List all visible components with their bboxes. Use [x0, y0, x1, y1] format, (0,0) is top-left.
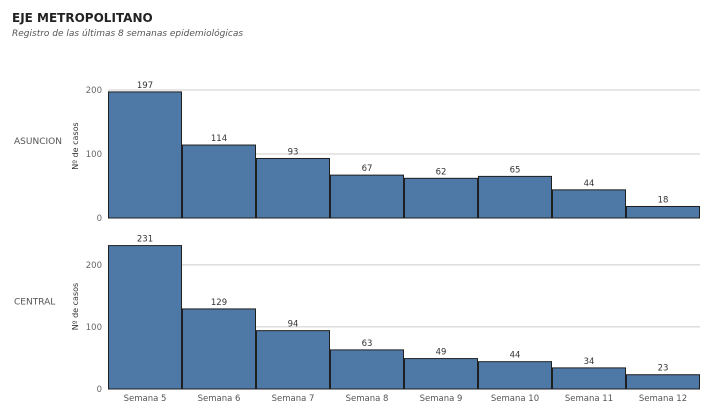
bar	[404, 177, 478, 219]
bar	[552, 189, 626, 219]
y-tick-label: 0	[97, 385, 102, 395]
bar-value-label: 129	[211, 298, 227, 308]
bar	[182, 308, 256, 390]
bar-value-label: 67	[362, 164, 373, 174]
x-tick-label: Semana 10	[491, 394, 539, 401]
bar	[552, 367, 626, 390]
bar	[256, 157, 330, 219]
bar-value-label: 93	[288, 147, 299, 157]
bar	[478, 361, 552, 390]
x-tick-label: Semana 9	[420, 394, 463, 401]
bar-value-label: 65	[510, 165, 521, 175]
bar	[404, 358, 478, 390]
bar-value-label: 231	[137, 235, 153, 245]
bar-value-label: 63	[362, 339, 373, 349]
bar-value-label: 18	[658, 195, 669, 205]
x-tick-label: Semana 5	[124, 394, 167, 401]
y-tick-label: 100	[86, 150, 102, 160]
chart-subtitle: Registro de las últimas 8 semanas epidem…	[12, 29, 244, 39]
row-label-asuncion: ASUNCION	[14, 137, 62, 147]
x-tick-label: Semana 7	[272, 394, 315, 401]
bar	[330, 349, 404, 390]
bar	[626, 205, 700, 219]
y-tick-label: 200	[86, 86, 102, 96]
bar-value-label: 94	[288, 320, 299, 330]
bar	[108, 245, 182, 390]
bar-value-label: 197	[137, 81, 153, 91]
chart-title: EJE METROPOLITANO	[12, 11, 153, 25]
bar	[330, 174, 404, 219]
x-tick-label: Semana 12	[639, 394, 687, 401]
bar-value-label: 49	[436, 348, 447, 358]
bar-value-label: 34	[584, 357, 595, 367]
y-axis-title: Nº de casos	[71, 283, 80, 330]
y-tick-label: 200	[86, 261, 102, 271]
bar	[182, 144, 256, 219]
y-tick-label: 100	[86, 323, 102, 333]
bar-value-label: 114	[211, 134, 227, 144]
x-tick-label: Semana 8	[346, 394, 389, 401]
bar	[478, 175, 552, 219]
x-tick-label: Semana 11	[565, 394, 613, 401]
x-tick-label: Semana 6	[198, 394, 241, 401]
row-label-central: CENTRAL	[14, 298, 55, 308]
bar-value-label: 44	[584, 179, 595, 189]
bar-value-label: 62	[436, 167, 447, 177]
bar	[626, 374, 700, 390]
bar	[108, 91, 182, 219]
y-axis-title: Nº de casos	[71, 122, 80, 169]
y-tick-label: 0	[97, 214, 102, 224]
bar-value-label: 44	[510, 351, 521, 361]
bar-value-label: 23	[658, 364, 669, 374]
bar	[256, 330, 330, 390]
